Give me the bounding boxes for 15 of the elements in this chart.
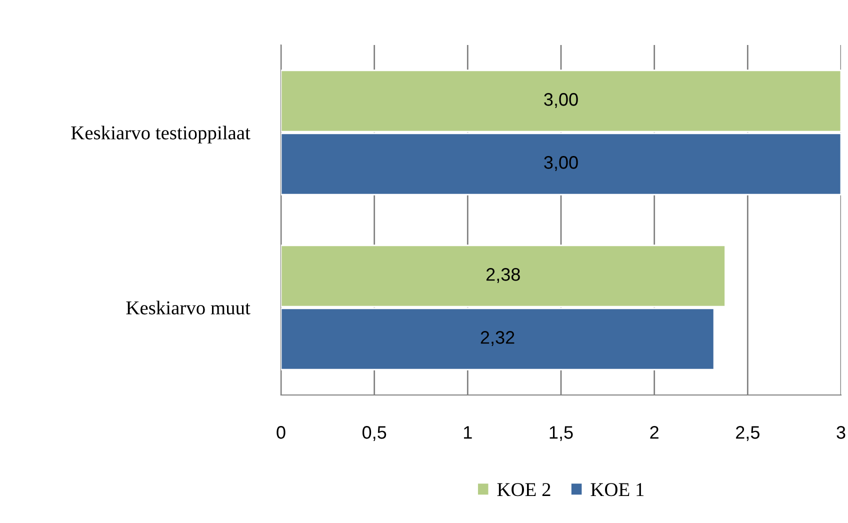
legend-label: KOE 2 (497, 483, 550, 496)
x-tick-label: 3 (836, 426, 846, 439)
x-tick-label: 0,5 (362, 426, 386, 441)
x-tick-label: 1 (464, 426, 472, 439)
y-tick-label: Keskiarvo muut (126, 300, 250, 314)
data-label: 2,32 (480, 331, 514, 346)
x-tick-label: 1,5 (550, 426, 573, 441)
legend-label: KOE 1 (590, 483, 644, 496)
data-label: 2,38 (486, 268, 520, 283)
y-tick-label: Keskiarvo testioppilaat (71, 126, 250, 144)
data-label: 3,00 (544, 93, 578, 108)
x-tick-label: 2 (650, 426, 658, 439)
x-tick-label: 2,5 (736, 426, 760, 441)
x-tick-label: 0 (276, 426, 286, 439)
data-label: 3,00 (544, 156, 578, 171)
